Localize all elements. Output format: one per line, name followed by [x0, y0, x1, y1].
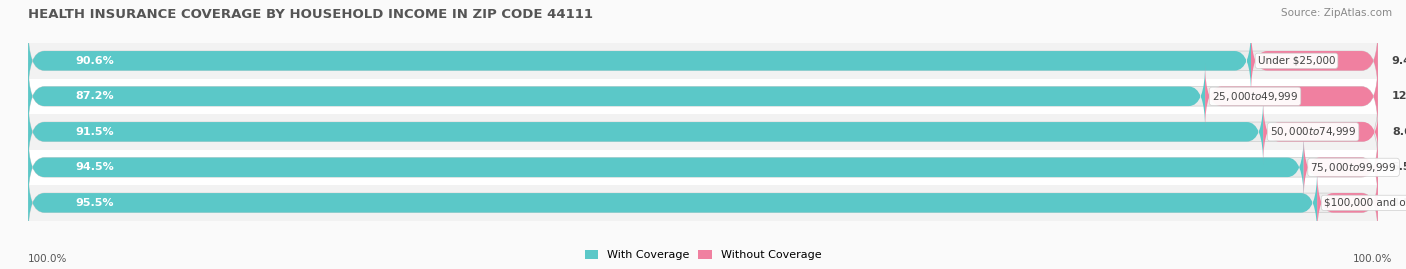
FancyBboxPatch shape — [1251, 28, 1378, 94]
Text: 9.4%: 9.4% — [1392, 56, 1406, 66]
Text: 90.6%: 90.6% — [76, 56, 114, 66]
FancyBboxPatch shape — [1205, 63, 1378, 129]
Text: Under $25,000: Under $25,000 — [1258, 56, 1336, 66]
FancyBboxPatch shape — [28, 28, 1378, 94]
Text: 100.0%: 100.0% — [28, 254, 67, 264]
Text: $25,000 to $49,999: $25,000 to $49,999 — [1212, 90, 1298, 103]
FancyBboxPatch shape — [28, 170, 1317, 236]
Text: $50,000 to $74,999: $50,000 to $74,999 — [1270, 125, 1357, 138]
Text: 95.5%: 95.5% — [76, 198, 114, 208]
Bar — [28, 114, 1378, 150]
Text: 8.6%: 8.6% — [1393, 127, 1406, 137]
Bar — [28, 150, 1378, 185]
Text: HEALTH INSURANCE COVERAGE BY HOUSEHOLD INCOME IN ZIP CODE 44111: HEALTH INSURANCE COVERAGE BY HOUSEHOLD I… — [28, 8, 593, 21]
Text: 94.5%: 94.5% — [76, 162, 114, 172]
FancyBboxPatch shape — [1317, 170, 1378, 236]
FancyBboxPatch shape — [28, 134, 1303, 200]
Bar — [28, 185, 1378, 221]
Legend: With Coverage, Without Coverage: With Coverage, Without Coverage — [581, 246, 825, 265]
FancyBboxPatch shape — [28, 99, 1378, 165]
FancyBboxPatch shape — [1263, 99, 1379, 165]
Text: 91.5%: 91.5% — [76, 127, 114, 137]
Text: 100.0%: 100.0% — [1353, 254, 1392, 264]
Text: 12.8%: 12.8% — [1392, 91, 1406, 101]
FancyBboxPatch shape — [1303, 134, 1378, 200]
Text: Source: ZipAtlas.com: Source: ZipAtlas.com — [1281, 8, 1392, 18]
FancyBboxPatch shape — [28, 63, 1378, 129]
Bar — [28, 43, 1378, 79]
Text: 5.5%: 5.5% — [1392, 162, 1406, 172]
FancyBboxPatch shape — [28, 134, 1378, 200]
Text: $100,000 and over: $100,000 and over — [1324, 198, 1406, 208]
Text: 87.2%: 87.2% — [76, 91, 114, 101]
Text: 4.5%: 4.5% — [1392, 198, 1406, 208]
Bar — [28, 79, 1378, 114]
FancyBboxPatch shape — [28, 170, 1378, 236]
FancyBboxPatch shape — [28, 63, 1205, 129]
Text: $75,000 to $99,999: $75,000 to $99,999 — [1310, 161, 1396, 174]
FancyBboxPatch shape — [28, 28, 1251, 94]
FancyBboxPatch shape — [28, 99, 1263, 165]
